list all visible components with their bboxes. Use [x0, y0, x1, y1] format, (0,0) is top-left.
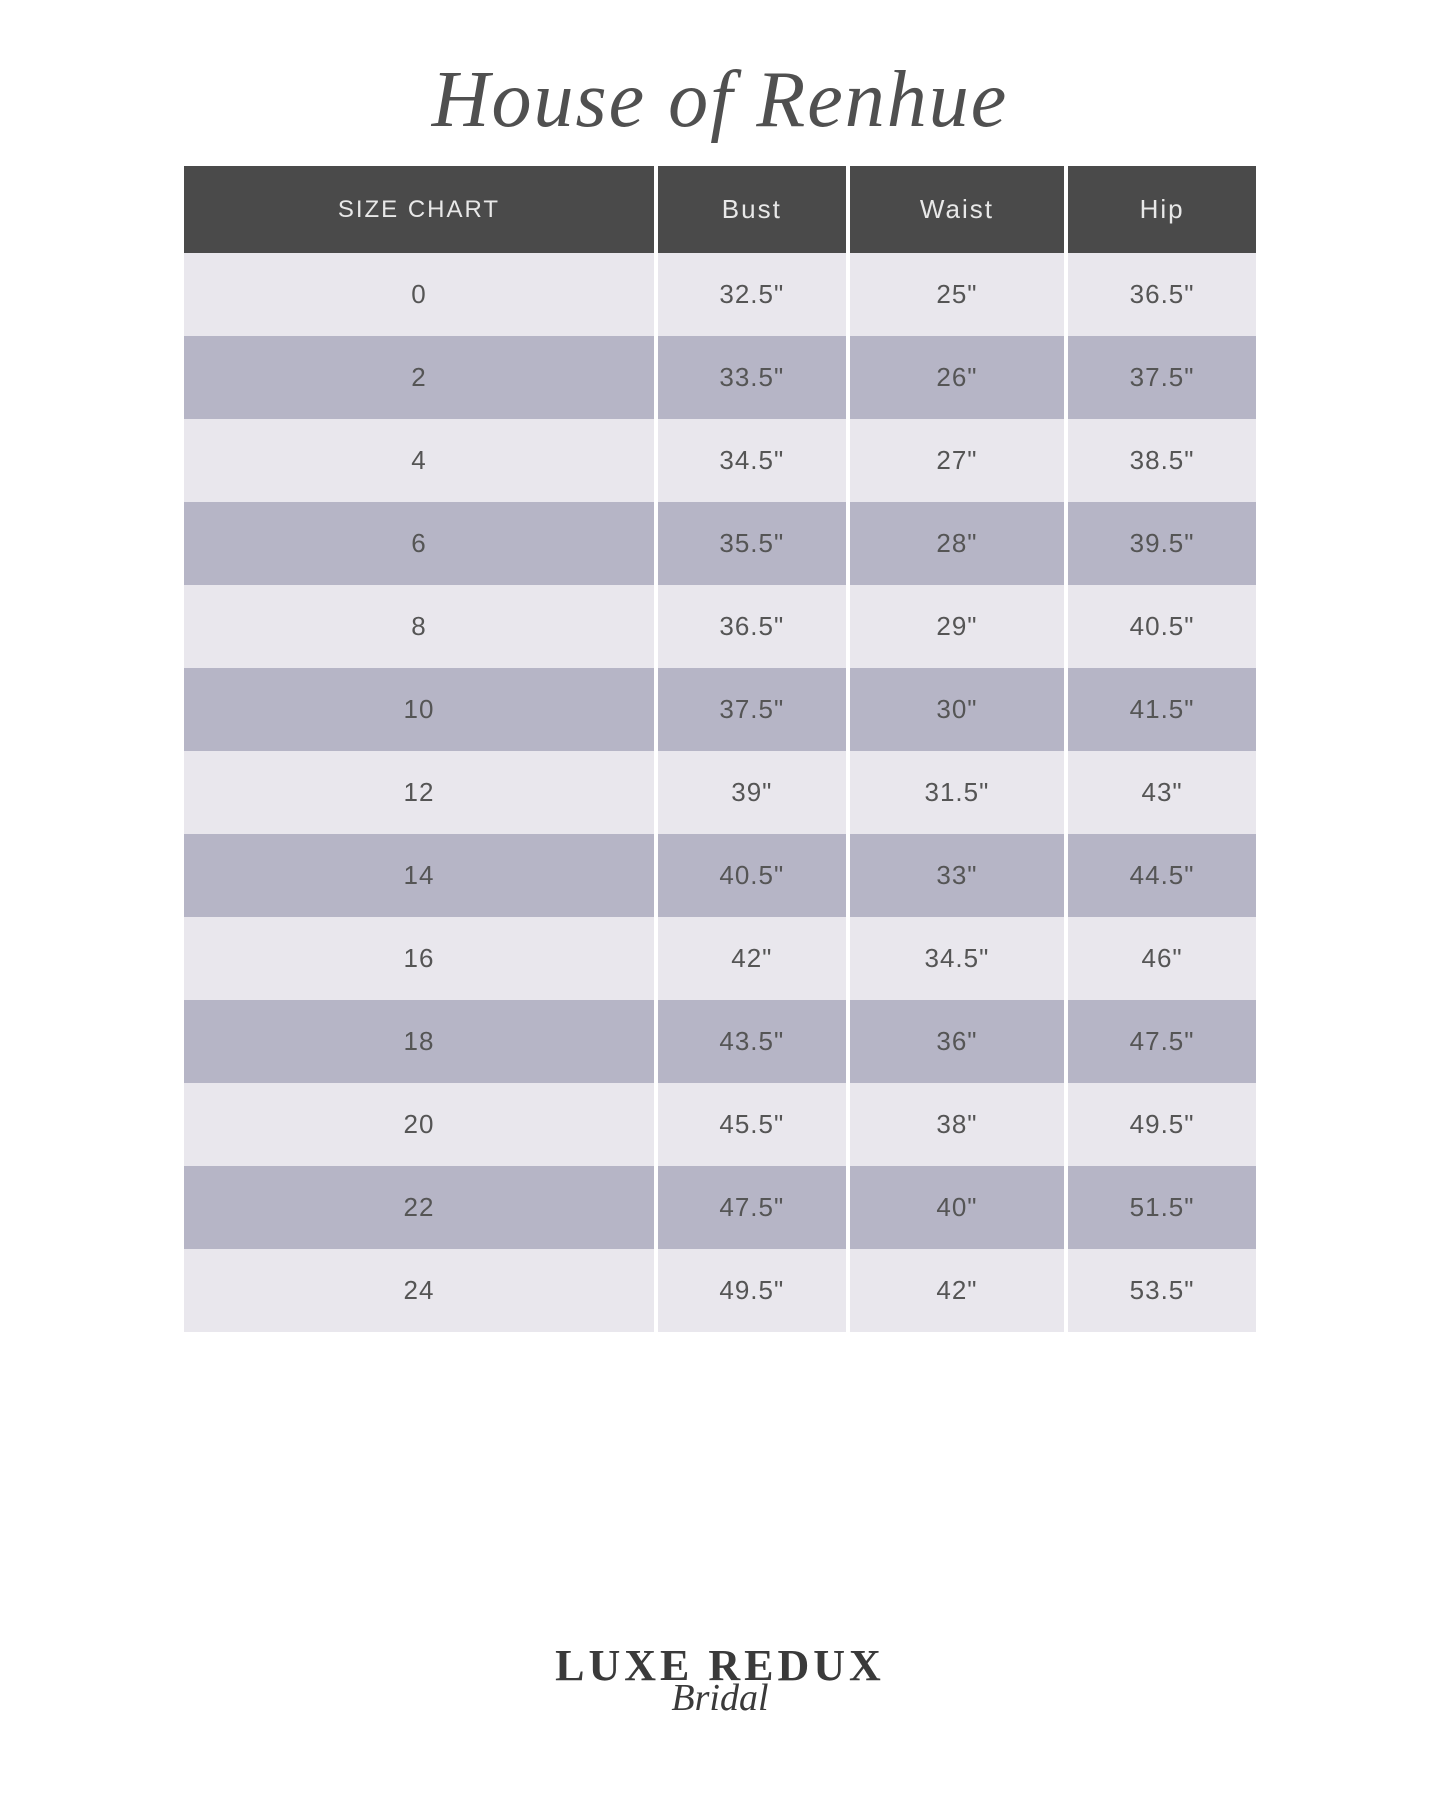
cell-hip: 37.5" — [1068, 336, 1256, 419]
cell-hip: 43" — [1068, 751, 1256, 834]
cell-waist: 33" — [850, 834, 1064, 917]
table-row: 032.5"25"36.5" — [184, 253, 1256, 336]
cell-bust: 32.5" — [658, 253, 846, 336]
cell-hip: 39.5" — [1068, 502, 1256, 585]
brand-title: House of Renhue — [432, 55, 1009, 146]
cell-waist: 27" — [850, 419, 1064, 502]
cell-hip: 44.5" — [1068, 834, 1256, 917]
cell-waist: 34.5" — [850, 917, 1064, 1000]
cell-waist: 25" — [850, 253, 1064, 336]
col-header-bust: Bust — [658, 166, 846, 253]
cell-bust: 43.5" — [658, 1000, 846, 1083]
cell-bust: 34.5" — [658, 419, 846, 502]
col-header-hip: Hip — [1068, 166, 1256, 253]
cell-bust: 49.5" — [658, 1249, 846, 1332]
cell-waist: 30" — [850, 668, 1064, 751]
cell-bust: 40.5" — [658, 834, 846, 917]
cell-bust: 35.5" — [658, 502, 846, 585]
cell-waist: 29" — [850, 585, 1064, 668]
table-row: 1440.5"33"44.5" — [184, 834, 1256, 917]
cell-hip: 47.5" — [1068, 1000, 1256, 1083]
cell-bust: 39" — [658, 751, 846, 834]
cell-size: 16 — [184, 917, 654, 1000]
col-header-size: SIZE CHART — [184, 166, 654, 253]
cell-bust: 33.5" — [658, 336, 846, 419]
cell-waist: 42" — [850, 1249, 1064, 1332]
cell-hip: 38.5" — [1068, 419, 1256, 502]
cell-size: 8 — [184, 585, 654, 668]
footer-logo: LUXE REDUX Bridal — [555, 1644, 885, 1720]
cell-hip: 49.5" — [1068, 1083, 1256, 1166]
table-header-row: SIZE CHART Bust Waist Hip — [184, 166, 1256, 253]
cell-hip: 41.5" — [1068, 668, 1256, 751]
table-row: 2449.5"42"53.5" — [184, 1249, 1256, 1332]
cell-waist: 26" — [850, 336, 1064, 419]
col-header-waist: Waist — [850, 166, 1064, 253]
cell-hip: 53.5" — [1068, 1249, 1256, 1332]
table-row: 1843.5"36"47.5" — [184, 1000, 1256, 1083]
cell-hip: 40.5" — [1068, 585, 1256, 668]
table-row: 836.5"29"40.5" — [184, 585, 1256, 668]
cell-waist: 38" — [850, 1083, 1064, 1166]
cell-waist: 36" — [850, 1000, 1064, 1083]
cell-size: 6 — [184, 502, 654, 585]
cell-size: 24 — [184, 1249, 654, 1332]
cell-waist: 28" — [850, 502, 1064, 585]
table-row: 2247.5"40"51.5" — [184, 1166, 1256, 1249]
cell-bust: 37.5" — [658, 668, 846, 751]
cell-size: 2 — [184, 336, 654, 419]
table-row: 233.5"26"37.5" — [184, 336, 1256, 419]
cell-waist: 31.5" — [850, 751, 1064, 834]
table-row: 1239"31.5"43" — [184, 751, 1256, 834]
cell-hip: 46" — [1068, 917, 1256, 1000]
cell-hip: 36.5" — [1068, 253, 1256, 336]
size-chart-table: SIZE CHART Bust Waist Hip 032.5"25"36.5"… — [180, 166, 1260, 1332]
table-row: 635.5"28"39.5" — [184, 502, 1256, 585]
table-row: 434.5"27"38.5" — [184, 419, 1256, 502]
cell-size: 22 — [184, 1166, 654, 1249]
cell-size: 20 — [184, 1083, 654, 1166]
cell-size: 14 — [184, 834, 654, 917]
table-row: 1642"34.5"46" — [184, 917, 1256, 1000]
cell-bust: 45.5" — [658, 1083, 846, 1166]
cell-size: 0 — [184, 253, 654, 336]
cell-size: 18 — [184, 1000, 654, 1083]
table-row: 2045.5"38"49.5" — [184, 1083, 1256, 1166]
cell-hip: 51.5" — [1068, 1166, 1256, 1249]
cell-bust: 42" — [658, 917, 846, 1000]
cell-waist: 40" — [850, 1166, 1064, 1249]
table-row: 1037.5"30"41.5" — [184, 668, 1256, 751]
cell-bust: 36.5" — [658, 585, 846, 668]
cell-size: 4 — [184, 419, 654, 502]
cell-bust: 47.5" — [658, 1166, 846, 1249]
cell-size: 12 — [184, 751, 654, 834]
cell-size: 10 — [184, 668, 654, 751]
